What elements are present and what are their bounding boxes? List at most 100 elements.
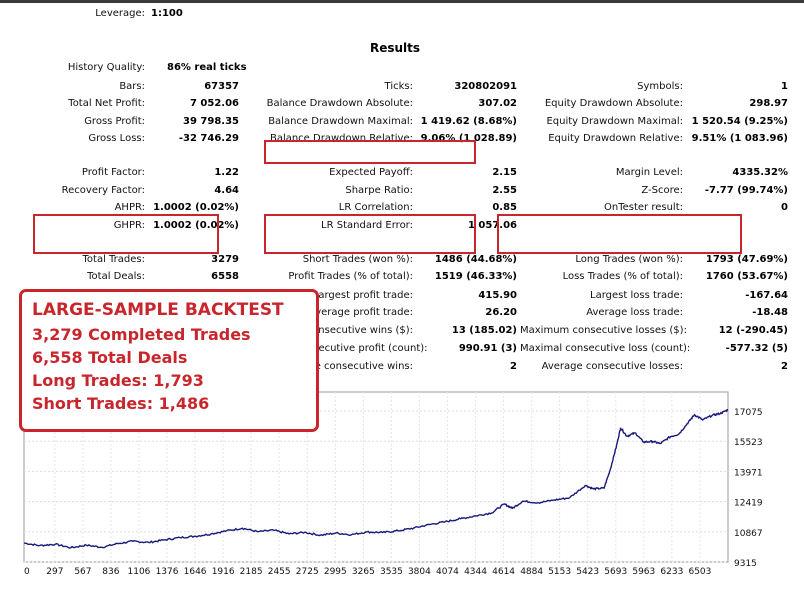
x-tick-label: 1646 <box>184 567 207 577</box>
results-title: Results <box>369 41 421 55</box>
stat-label: Margin Level: <box>615 167 683 178</box>
stat-value: 1486 (44.68%) <box>434 254 517 265</box>
stat-label: Short Trades (won %): <box>302 254 413 265</box>
stat-value: 9.06% (1 028.89) <box>420 133 517 144</box>
x-tick-label: 4074 <box>436 567 459 577</box>
summary-callout: LARGE-SAMPLE BACKTEST 3,279 Completed Tr… <box>19 289 319 432</box>
x-tick-label: 6503 <box>688 567 711 577</box>
stat-label: Long Trades (won %): <box>575 254 683 265</box>
stat-value: -577.32 (5) <box>725 343 788 354</box>
stat-value: 0 <box>781 202 788 213</box>
highlight-box-drawdown-relative <box>264 140 476 164</box>
x-tick-label: 3804 <box>408 567 431 577</box>
stat-label: OnTester result: <box>603 202 683 213</box>
stat-label: Maximal consecutive profit (count): <box>250 343 428 354</box>
stat-value: 0.85 <box>492 202 517 213</box>
x-tick-label: 1376 <box>156 567 179 577</box>
callout-line-total-deals: 6,558 Total Deals <box>32 348 188 367</box>
stat-value: 67357 <box>204 81 239 92</box>
stat-value: 320802091 <box>454 81 517 92</box>
stat-value: 1 520.54 (9.25%) <box>691 116 788 127</box>
stat-value: 2 <box>781 361 788 372</box>
stat-value: -167.64 <box>745 290 788 301</box>
x-tick-label: 836 <box>102 567 119 577</box>
stat-label: Total Trades: <box>82 254 146 265</box>
stat-label: Z-Score: <box>641 185 683 196</box>
equity-series-line <box>23 408 729 549</box>
stat-label: Average loss trade: <box>586 307 683 318</box>
stat-label: Maximum consecutive losses ($): <box>520 325 687 336</box>
stat-label: Symbols: <box>637 81 683 92</box>
window-top-border <box>0 0 804 3</box>
x-tick-label: 6233 <box>660 567 683 577</box>
stat-label: Gross Loss: <box>88 133 145 144</box>
stat-label: Balance Drawdown Relative: <box>269 133 413 144</box>
x-tick-label: 297 <box>46 567 63 577</box>
x-tick-label: 2185 <box>240 567 263 577</box>
stat-label: Expected Payoff: <box>329 167 413 178</box>
x-tick-label: 5153 <box>548 567 571 577</box>
stat-label: Profit Trades (% of total): <box>288 271 413 282</box>
x-tick-label: 567 <box>74 567 91 577</box>
x-tick-label: 3265 <box>352 567 375 577</box>
stat-label: Equity Drawdown Maximal: <box>546 116 683 127</box>
stat-value: 4.64 <box>214 185 239 196</box>
stat-label: LR Correlation: <box>338 202 413 213</box>
stat-label: Maximal consecutive loss (count): <box>520 343 691 354</box>
stat-label: Gross Profit: <box>84 116 145 127</box>
x-tick-label: 0 <box>24 567 30 577</box>
x-tick-label: 1106 <box>128 567 151 577</box>
x-tick-label: 2725 <box>296 567 319 577</box>
stat-value: 307.02 <box>478 98 517 109</box>
callout-line-short-trades: Short Trades: 1,486 <box>32 394 210 413</box>
stat-label: Equity Drawdown Relative: <box>548 133 683 144</box>
stat-value: 990.91 (3) <box>458 343 517 354</box>
x-tick-label: 5963 <box>632 567 655 577</box>
y-tick-label: 13971 <box>734 468 763 478</box>
x-tick-label: 5693 <box>604 567 627 577</box>
stat-value: 13 (185.02) <box>451 325 517 336</box>
stat-label: Loss Trades (% of total): <box>562 271 683 282</box>
stat-label: Largest loss trade: <box>590 290 683 301</box>
stat-value: 1.22 <box>214 167 239 178</box>
stat-label: Ticks: <box>384 81 413 92</box>
stat-value: 9.51% (1 083.96) <box>691 133 788 144</box>
x-tick-label: 2995 <box>324 567 347 577</box>
callout-line-completed-trades: 3,279 Completed Trades <box>32 325 251 344</box>
stat-label: Equity Drawdown Absolute: <box>544 98 683 109</box>
stat-value: 1.0002 (0.02%) <box>153 202 239 213</box>
x-tick-label: 4884 <box>520 567 543 577</box>
y-tick-label: 15523 <box>734 438 763 448</box>
callout-line-long-trades: Long Trades: 1,793 <box>32 371 204 390</box>
stat-value: 7 052.06 <box>189 98 239 109</box>
stat-value: 1 419.62 (8.68%) <box>420 116 517 127</box>
stat-value: 1.0002 (0.02%) <box>153 220 239 231</box>
x-tick-label: 3535 <box>380 567 403 577</box>
stat-label: Balance Drawdown Maximal: <box>268 116 413 127</box>
stat-value: 1760 (53.67%) <box>705 271 788 282</box>
stat-label: Largest profit trade: <box>312 290 413 301</box>
stat-label: Recovery Factor: <box>61 185 145 196</box>
stat-label: Maximum consecutive wins ($): <box>254 325 413 336</box>
stat-label: LR Standard Error: <box>321 220 413 231</box>
stat-value: 1 057.06 <box>467 220 517 231</box>
y-tick-label: 17075 <box>734 408 763 418</box>
callout-heading: LARGE-SAMPLE BACKTEST <box>32 300 284 320</box>
stat-value: 298.97 <box>749 98 788 109</box>
x-tick-label: 4344 <box>464 567 487 577</box>
stat-label: Balance Drawdown Absolute: <box>266 98 413 109</box>
stat-value: 6558 <box>211 271 239 282</box>
highlight-box-ghpr <box>33 214 219 254</box>
stat-value: -18.48 <box>752 307 788 318</box>
stat-value: 2 <box>510 361 517 372</box>
stat-label: Total Deals: <box>87 271 145 282</box>
stat-label: Average consecutive losses: <box>541 361 683 372</box>
stat-value: 26.20 <box>485 307 517 318</box>
stat-value: 39 798.35 <box>183 116 239 127</box>
stat-value: -7.77 (99.74%) <box>704 185 788 196</box>
stat-value: 2.15 <box>492 167 517 178</box>
x-tick-label: 2455 <box>268 567 291 577</box>
stat-value: -32 746.29 <box>178 133 239 144</box>
x-tick-label: 4614 <box>492 567 515 577</box>
stat-label: Average consecutive wins: <box>279 361 413 372</box>
